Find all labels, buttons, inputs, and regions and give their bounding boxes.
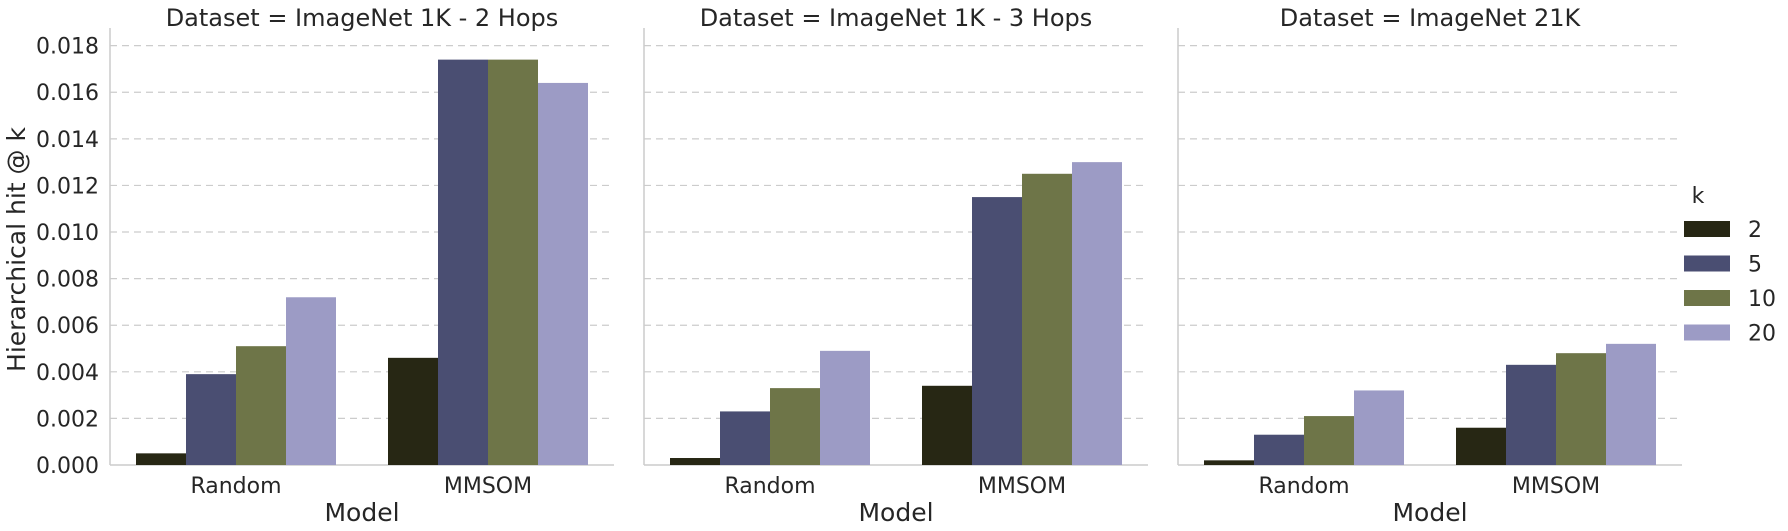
bar-random-k5	[186, 374, 236, 465]
legend-label: 20	[1748, 322, 1776, 347]
bar-random-k20	[1354, 390, 1404, 465]
legend-swatch	[1684, 221, 1730, 237]
x-tick-label: MMSOM	[444, 474, 532, 499]
panel-2: Dataset = ImageNet 1K - 3 Hops Random MMSO…	[643, 4, 1148, 527]
y-tick-label: 0.004	[36, 361, 99, 386]
bar-mmsom-k20	[1072, 162, 1122, 465]
panel-title: Dataset = ImageNet 1K - 2 Hops	[166, 4, 559, 32]
bar-random-k10	[1304, 416, 1354, 465]
bar-random-k20	[820, 350, 870, 465]
legend-swatch	[1684, 290, 1730, 306]
legend-swatch	[1684, 255, 1730, 272]
y-axis-label: Hierarchical hit @ k	[2, 127, 31, 372]
bar-mmsom-k20	[1606, 343, 1656, 465]
bar-random-k2	[1204, 460, 1254, 465]
bar-random-k2	[670, 458, 720, 465]
bar-mmsom-k10	[1556, 353, 1606, 465]
bar-random-k5	[1254, 434, 1304, 465]
x-axis-label: Model	[858, 498, 933, 527]
x-tick-label: Random	[190, 474, 281, 499]
legend-swatch	[1684, 324, 1730, 341]
y-tick-label: 0.012	[36, 174, 99, 199]
x-tick-label: Random	[724, 474, 815, 499]
panel-title: Dataset = ImageNet 1K - 3 Hops	[700, 4, 1093, 32]
y-tick-label: 0.002	[36, 407, 99, 432]
panel-1: Dataset = ImageNet 1K - 2 Hops 0.000 0.002…	[2, 4, 614, 527]
panel-3: Dataset = ImageNet 21K Random MMSOM Model	[1177, 4, 1682, 527]
legend-title: k	[1692, 184, 1705, 209]
bar-random-k2	[136, 453, 186, 465]
legend-label: 2	[1748, 218, 1762, 243]
bar-mmsom-k5	[438, 59, 488, 466]
bar-random-k5	[720, 411, 770, 465]
bar-mmsom-k5	[972, 197, 1022, 465]
x-axis-label: Model	[324, 498, 399, 527]
bar-mmsom-k2	[922, 385, 972, 465]
x-tick-label: MMSOM	[978, 474, 1066, 499]
bar-random-k20	[286, 297, 336, 465]
y-tick-label: 0.016	[36, 81, 99, 106]
x-axis-label: Model	[1392, 498, 1467, 527]
legend-label: 5	[1748, 253, 1762, 278]
bar-mmsom-k2	[388, 357, 438, 465]
x-tick-label: Random	[1258, 474, 1349, 499]
bar-mmsom-k10	[1022, 173, 1072, 465]
x-tick-label: MMSOM	[1512, 474, 1600, 499]
legend-label: 10	[1748, 287, 1776, 312]
bar-mmsom-k5	[1506, 364, 1556, 465]
bar-random-k10	[770, 388, 820, 465]
y-tick-label: 0.006	[36, 314, 99, 339]
y-tick-label: 0.008	[36, 268, 99, 293]
bar-mmsom-k20	[538, 82, 588, 466]
bar-mmsom-k2	[1456, 427, 1506, 465]
y-tick-label: 0.010	[36, 221, 99, 246]
y-tick-label: 0.018	[36, 35, 99, 60]
legend: k 2 5 10 20	[1684, 184, 1776, 347]
y-tick-label: 0.014	[36, 128, 99, 153]
panel-title: Dataset = ImageNet 21K	[1280, 4, 1582, 32]
y-tick-label: 0.000	[36, 454, 99, 479]
bar-mmsom-k10	[488, 59, 538, 466]
bar-random-k10	[236, 346, 286, 465]
